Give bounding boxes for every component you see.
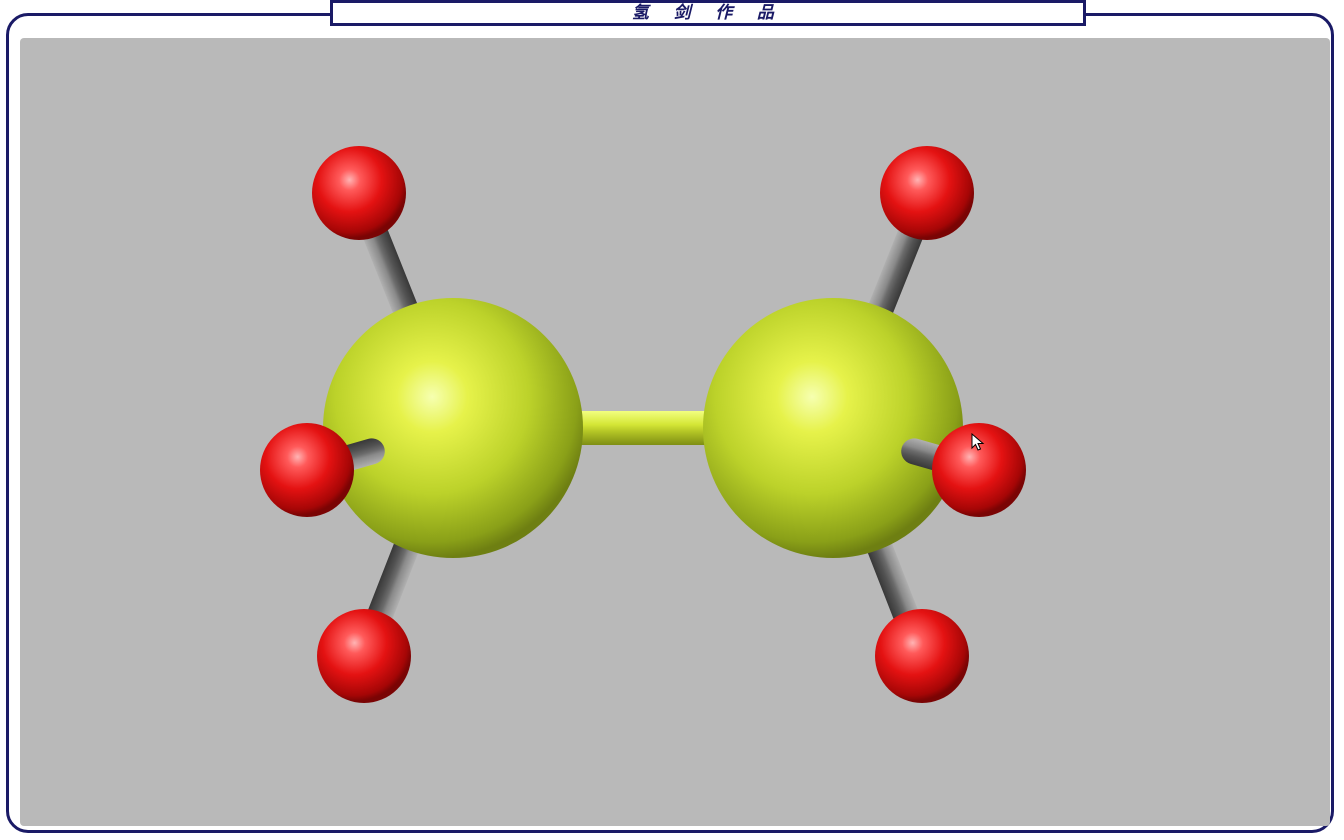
molecule-svg — [20, 38, 1320, 818]
atom-H2c — [875, 609, 969, 703]
atom-H2a — [880, 146, 974, 240]
title-box: 氢 剑 作 品 — [330, 0, 1086, 26]
atom-C2 — [703, 298, 963, 558]
atom-C1 — [323, 298, 583, 558]
atom-H1b — [260, 423, 354, 517]
atom-H2b — [932, 423, 1026, 517]
molecule-group — [260, 146, 1026, 703]
atom-H1a — [312, 146, 406, 240]
atom-H1c — [317, 609, 411, 703]
title-text: 氢 剑 作 品 — [632, 3, 784, 22]
